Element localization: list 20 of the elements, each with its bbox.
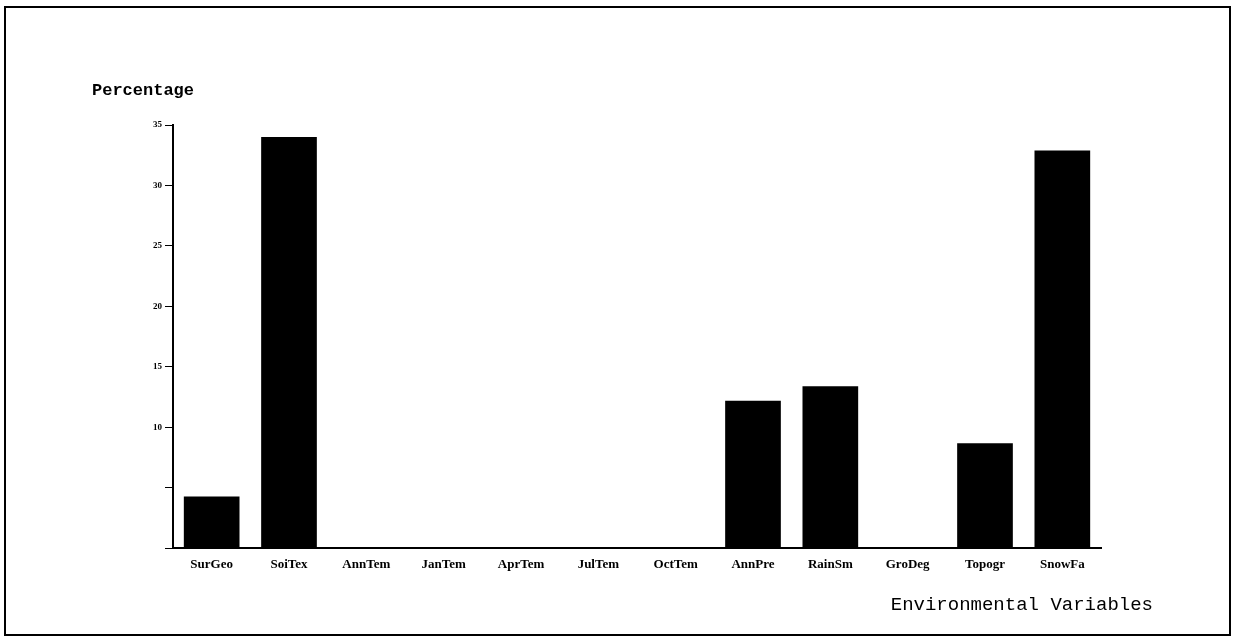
x-axis-title: Environmental Variables [890, 594, 1153, 616]
y-tick-label: 35 [153, 119, 163, 130]
y-tick-label: 25 [153, 240, 163, 251]
y-axis-title: Percentage [92, 81, 195, 100]
y-tick-label: 30 [153, 179, 163, 190]
y-tick-label: 10 [153, 421, 163, 432]
x-tick-label: OctTem [653, 555, 698, 571]
y-tick-label: 20 [153, 300, 163, 311]
x-tick-label: SoiTex [270, 555, 309, 571]
x-tick-label: RainSm [807, 555, 853, 571]
x-tick-label: AnnPre [731, 555, 775, 571]
x-tick-label: JanTem [421, 555, 466, 571]
x-tick-label: GroDeg [885, 555, 931, 571]
x-tick-label: AprTem [497, 555, 545, 571]
x-tick-label: JulTem [577, 555, 620, 571]
x-tick-label: Topogr [965, 555, 1006, 571]
x-tick-label: SurGeo [190, 555, 233, 571]
x-tick-label: AnnTem [342, 555, 391, 571]
y-tick-label: 15 [153, 361, 163, 372]
x-tick-label: SnowFa [1039, 555, 1086, 571]
